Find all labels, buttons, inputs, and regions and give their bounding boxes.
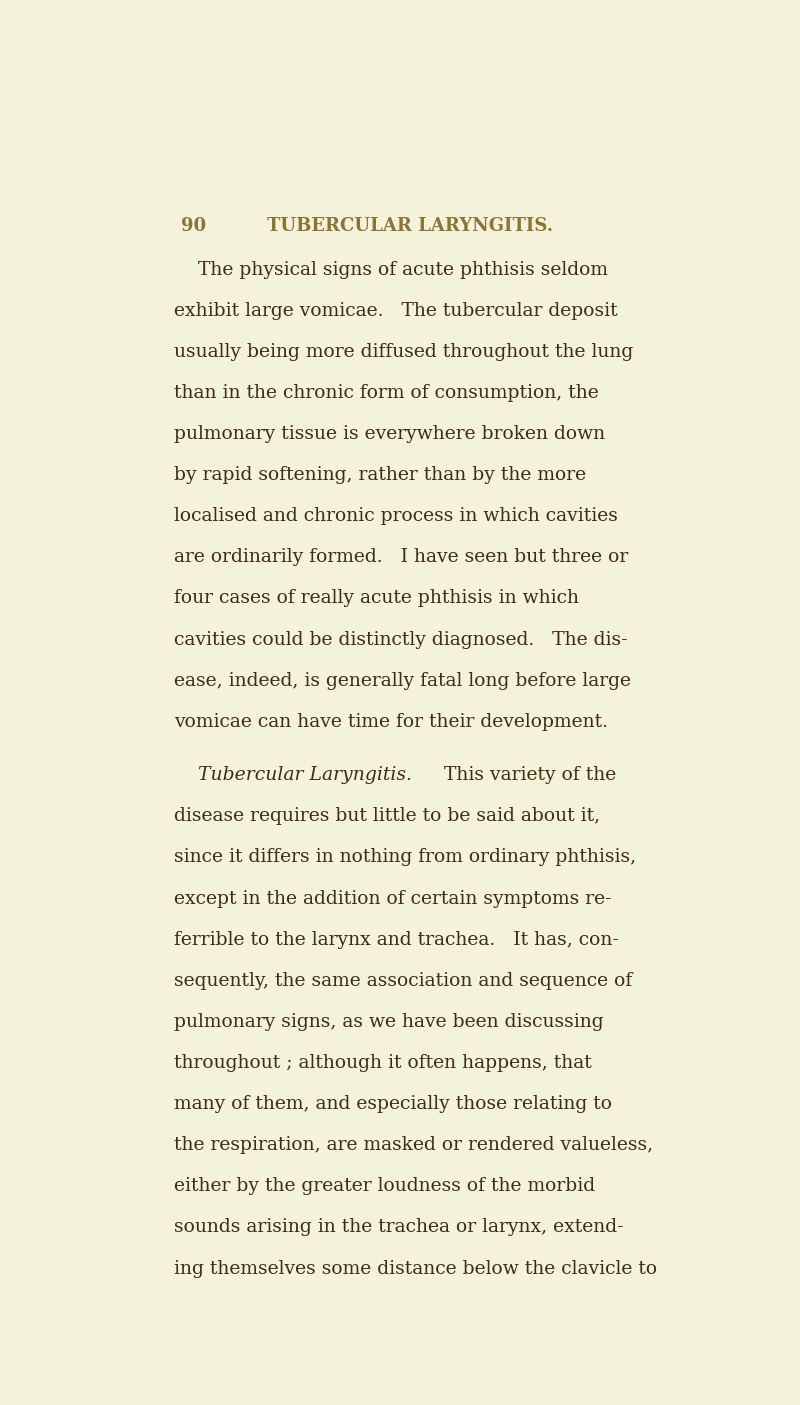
Text: either by the greater loudness of the morbid: either by the greater loudness of the mo… (174, 1177, 595, 1196)
Text: ing themselves some distance below the clavicle to: ing themselves some distance below the c… (174, 1259, 658, 1277)
Text: disease requires but little to be said about it,: disease requires but little to be said a… (174, 808, 601, 825)
Text: localised and chronic process in which cavities: localised and chronic process in which c… (174, 507, 618, 525)
Text: TUBERCULAR LARYNGITIS.: TUBERCULAR LARYNGITIS. (267, 218, 553, 235)
Text: ferrible to the larynx and trachea.   It has, con-: ferrible to the larynx and trachea. It h… (174, 930, 619, 948)
Text: four cases of really acute phthisis in which: four cases of really acute phthisis in w… (174, 590, 579, 607)
Text: than in the chronic form of consumption, the: than in the chronic form of consumption,… (174, 384, 599, 402)
Text: Tubercular Laryngitis.: Tubercular Laryngitis. (174, 766, 413, 784)
Text: sequently, the same association and sequence of: sequently, the same association and sequ… (174, 972, 633, 989)
Text: 90: 90 (181, 218, 206, 235)
Text: pulmonary signs, as we have been discussing: pulmonary signs, as we have been discuss… (174, 1013, 604, 1031)
Text: are ordinarily formed.   I have seen but three or: are ordinarily formed. I have seen but t… (174, 548, 629, 566)
Text: usually being more diffused throughout the lung: usually being more diffused throughout t… (174, 343, 634, 361)
Text: by rapid softening, rather than by the more: by rapid softening, rather than by the m… (174, 466, 586, 485)
Text: sounds arising in the trachea or larynx, extend-: sounds arising in the trachea or larynx,… (174, 1218, 624, 1236)
Text: throughout ; although it often happens, that: throughout ; although it often happens, … (174, 1054, 592, 1072)
Text: since it differs in nothing from ordinary phthisis,: since it differs in nothing from ordinar… (174, 849, 637, 867)
Text: This variety of the: This variety of the (432, 766, 616, 784)
Text: exhibit large vomicae.   The tubercular deposit: exhibit large vomicae. The tubercular de… (174, 302, 618, 320)
Text: many of them, and especially those relating to: many of them, and especially those relat… (174, 1094, 613, 1113)
Text: the respiration, are masked or rendered valueless,: the respiration, are masked or rendered … (174, 1137, 654, 1154)
Text: The physical signs of acute phthisis seldom: The physical signs of acute phthisis sel… (174, 260, 608, 278)
Text: ease, indeed, is generally fatal long before large: ease, indeed, is generally fatal long be… (174, 672, 631, 690)
Text: pulmonary tissue is everywhere broken down: pulmonary tissue is everywhere broken do… (174, 424, 606, 443)
Text: vomicae can have time for their development.: vomicae can have time for their developm… (174, 712, 608, 731)
Text: except in the addition of certain symptoms re-: except in the addition of certain sympto… (174, 889, 612, 908)
Text: cavities could be distinctly diagnosed.   The dis-: cavities could be distinctly diagnosed. … (174, 631, 628, 649)
